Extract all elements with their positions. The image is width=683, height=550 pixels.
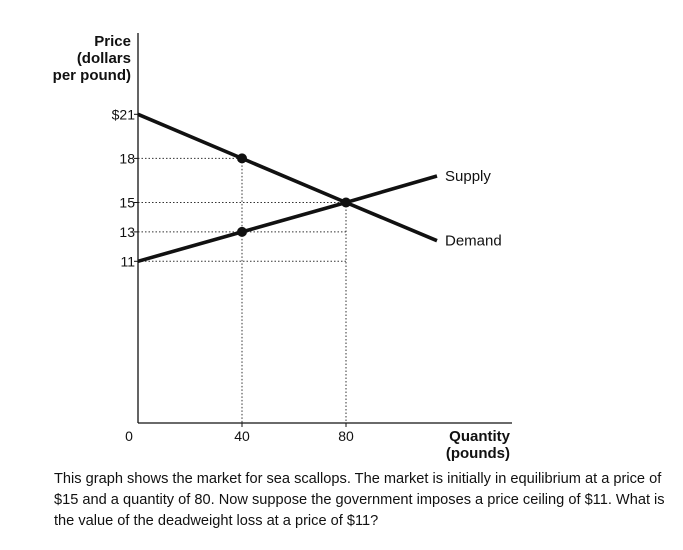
y-tick-label-11: 11 <box>120 253 135 269</box>
demand-line <box>137 112 438 243</box>
y-tick-label-15: 15 <box>119 195 135 211</box>
x-axis-title: Quantity (pounds) <box>446 428 511 462</box>
x-tick-label-40: 40 <box>234 428 250 444</box>
y-tick-label-21: $21 <box>112 106 136 122</box>
supply-label: Supply <box>445 168 491 185</box>
markers <box>237 153 351 237</box>
y-axis-title-line-2: (dollars <box>77 50 131 67</box>
question-text: This graph shows the market for sea scal… <box>54 471 665 529</box>
axes <box>137 33 512 424</box>
x-tick-label-80: 80 <box>338 428 354 444</box>
chart: Price (dollars per pound) Quantity (poun… <box>53 33 512 462</box>
series-lines: Supply Demand <box>137 112 502 264</box>
y-axis-title-line-1: Price <box>94 33 131 50</box>
demand-label: Demand <box>445 233 502 250</box>
supply-line <box>137 174 438 264</box>
y-axis-title-line-3: per pound) <box>53 67 131 84</box>
tick-labels: $21 18 15 13 11 40 80 <box>112 106 354 444</box>
y-tick-label-13: 13 <box>119 224 135 240</box>
y-tick-label-18: 18 <box>119 150 135 166</box>
guide-lines <box>138 157 347 423</box>
x-axis-title-line-2: (pounds) <box>446 445 510 462</box>
marker-80-15 <box>341 197 351 208</box>
x-origin-label: 0 <box>125 428 133 444</box>
marker-40-18 <box>237 153 247 164</box>
x-axis-title-line-1: Quantity <box>449 428 510 445</box>
marker-40-13 <box>237 226 247 237</box>
y-axis-title: Price (dollars per pound) <box>53 33 131 84</box>
